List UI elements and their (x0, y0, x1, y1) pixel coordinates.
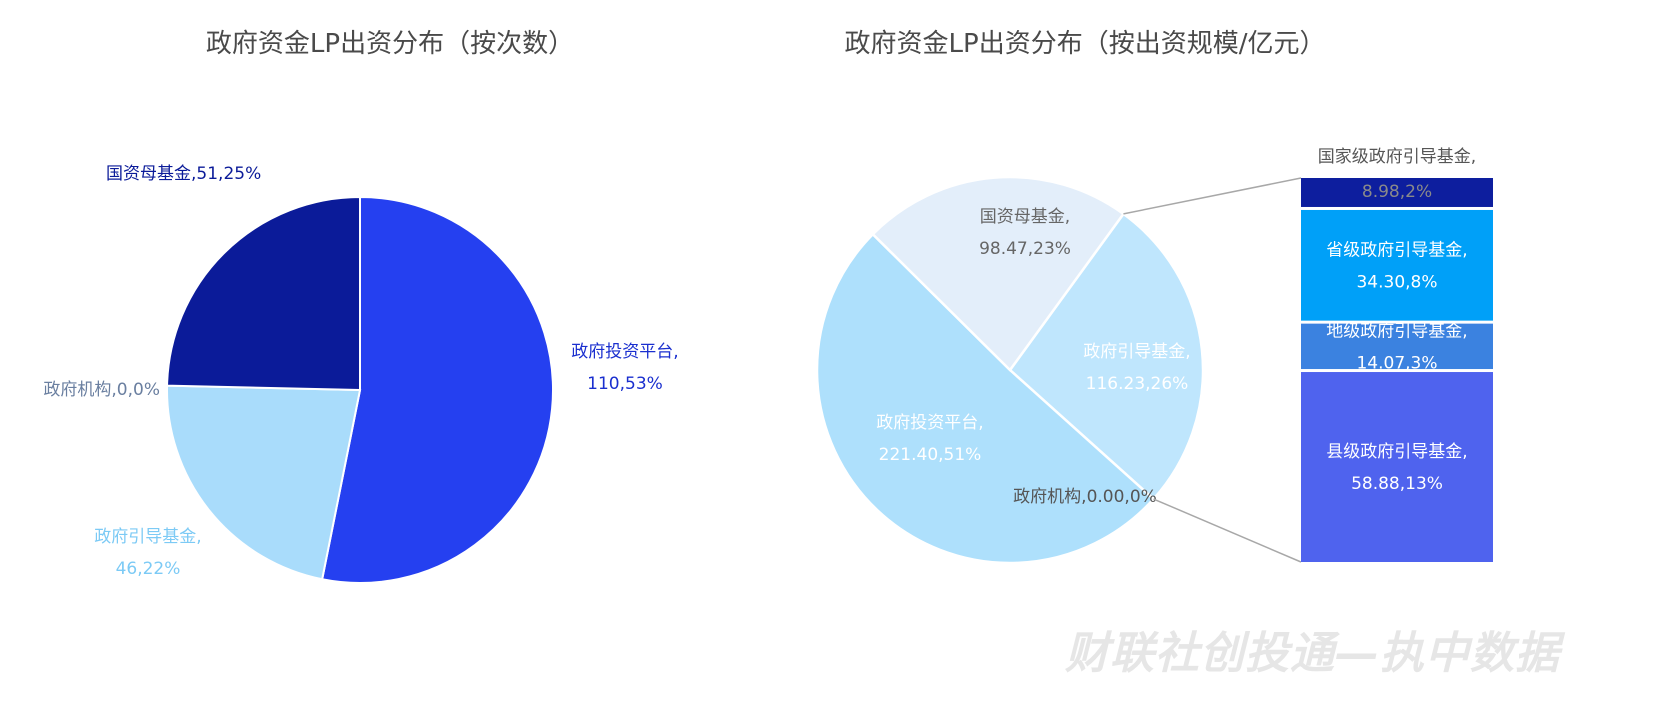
left-slice-0 (320, 195, 554, 584)
breakdown-bar (1301, 178, 1493, 562)
right-slice-1-label: 政府机构,0.00,0% (1013, 487, 1157, 507)
breakdown-segment-1 (1301, 209, 1493, 321)
right-slice-3-label: 国资母基金, (980, 207, 1070, 227)
breakdown-segment-1-label: 省级政府引导基金, (1326, 240, 1467, 260)
breakdown-segment-2-label: 地级政府引导基金, (1326, 321, 1467, 341)
left-slice-3 (166, 195, 361, 392)
left-slice-2-label: 政府机构,0,0% (43, 380, 160, 400)
right-slice-0-label: 政府引导基金, (1083, 342, 1190, 362)
right-pie (815, 175, 1205, 565)
breakdown-bar-labels: 国家级政府引导基金, 8.98,2% 省级政府引导基金, 34.30,8% 地级政府引导… (1318, 147, 1476, 494)
breakdown-segment-3 (1301, 372, 1493, 562)
right-chart-title: 政府资金LP出资分布（按出资规模/亿元） (845, 29, 1326, 59)
breakdown-segment-0 (1301, 178, 1493, 207)
left-pie (166, 195, 554, 584)
left-slice-1 (166, 384, 362, 581)
right-slice-2 (815, 232, 1156, 565)
right-pie-labels: 政府引导基金, 116.23,26% 政府机构,0.00,0% 政府投资平台, 221.… (876, 207, 1190, 507)
left-chart-title: 政府资金LP出资分布（按次数） (206, 29, 574, 59)
breakdown-segment-3-label: 县级政府引导基金, (1326, 442, 1467, 462)
right-slice-2-value-label: 221.40,51% (879, 445, 982, 465)
breakdown-segment-2-value-label: 14.07,3% (1356, 353, 1437, 373)
right-slice-2-label: 政府投资平台, (876, 413, 983, 433)
left-pie-labels: 政府投资平台, 110,53% 政府引导基金, 46,22% 政府机构,0,0% 国资母基… (43, 164, 678, 579)
breakdown-segment-3-value-label: 58.88,13% (1351, 474, 1443, 494)
left-slice-0-value-label: 110,53% (587, 374, 663, 394)
watermark: 财联社创投通—执中数据 (1065, 628, 1566, 679)
breakdown-segment-0-label: 国家级政府引导基金, (1318, 147, 1476, 167)
breakdown-connectors (1123, 177, 1302, 563)
connector-top (1123, 177, 1302, 215)
left-slice-1-label: 政府引导基金, (94, 527, 201, 547)
left-slice-0-label: 政府投资平台, (571, 342, 678, 362)
breakdown-segment-1-value-label: 34.30,8% (1356, 272, 1437, 292)
connector-bottom (1153, 498, 1302, 563)
breakdown-segment-2 (1301, 323, 1493, 370)
right-slice-3-value-label: 98.47,23% (979, 239, 1071, 259)
right-slice-0 (1008, 212, 1205, 501)
left-slice-1-value-label: 46,22% (116, 559, 181, 579)
right-slice-0-value-label: 116.23,26% (1086, 374, 1189, 394)
right-slice-3 (871, 175, 1126, 372)
breakdown-segment-0-value-label: 8.98,2% (1362, 182, 1432, 202)
left-slice-3-label: 国资母基金,51,25% (106, 164, 261, 184)
